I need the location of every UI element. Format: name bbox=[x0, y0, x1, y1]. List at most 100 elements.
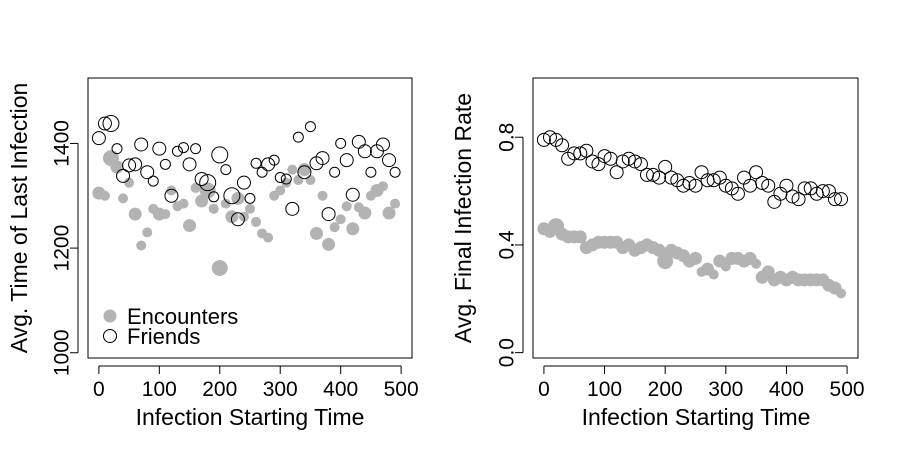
point-friends bbox=[220, 164, 232, 176]
point-friends bbox=[755, 176, 770, 190]
point-encounters bbox=[208, 203, 219, 214]
point-friends bbox=[555, 138, 570, 153]
point-encounters bbox=[166, 185, 177, 196]
point-encounters bbox=[293, 175, 304, 186]
point-friends bbox=[122, 158, 137, 173]
point-encounters bbox=[245, 203, 255, 214]
point-friends bbox=[682, 176, 697, 190]
point-friends bbox=[834, 192, 849, 207]
point-encounters bbox=[305, 175, 316, 186]
legend: Encounters Friends bbox=[103, 304, 238, 349]
plot-frame-right bbox=[532, 77, 859, 359]
x-axis-title-right: Infection Starting Time bbox=[582, 404, 811, 430]
point-encounters bbox=[708, 269, 719, 280]
point-encounters bbox=[190, 182, 201, 193]
point-friends bbox=[718, 178, 733, 193]
point-encounters bbox=[231, 191, 245, 205]
y-tick-label-right: 0.4 bbox=[496, 230, 519, 260]
point-encounters bbox=[160, 209, 171, 220]
point-friends bbox=[658, 159, 673, 174]
chart-left: 0 100 200 300 400 500 1000 1200 1400 Infection … bbox=[6, 77, 419, 430]
x-tick-label-left: 500 bbox=[384, 378, 419, 401]
point-encounters bbox=[390, 198, 401, 209]
y-axis-right: 0.0 0.4 0.8 bbox=[496, 123, 524, 367]
point-friends bbox=[230, 212, 245, 227]
point-encounters bbox=[281, 177, 292, 188]
x-tick-label-left: 0 bbox=[93, 378, 105, 401]
point-friends bbox=[140, 165, 155, 180]
point-friends bbox=[171, 145, 183, 157]
legend-marker-friends bbox=[103, 329, 117, 343]
point-friends bbox=[579, 143, 594, 158]
y-axis-title-right: Avg. Final Infection Rate bbox=[450, 93, 476, 343]
point-friends bbox=[91, 131, 106, 146]
x-tick-label-right: 400 bbox=[769, 378, 804, 401]
point-friends bbox=[646, 167, 661, 182]
y-axis-title-left: Avg. Time of Last Infection bbox=[6, 83, 32, 354]
point-friends bbox=[128, 157, 143, 172]
point-encounters bbox=[573, 230, 587, 244]
x-axis-right: 0 100 200 300 400 500 bbox=[538, 365, 865, 401]
y-tick-label-left: 1200 bbox=[51, 225, 74, 272]
points-left bbox=[91, 115, 401, 276]
point-friends bbox=[292, 131, 304, 143]
point-encounters bbox=[358, 206, 372, 220]
point-friends bbox=[597, 149, 612, 164]
legend-label-encounters: Encounters bbox=[127, 304, 238, 329]
legend-label-friends: Friends bbox=[127, 324, 200, 349]
point-encounters bbox=[335, 214, 346, 225]
point-friends bbox=[779, 178, 794, 193]
point-friends bbox=[345, 187, 360, 202]
point-friends bbox=[164, 188, 179, 203]
point-friends bbox=[542, 130, 557, 145]
point-friends bbox=[737, 170, 752, 185]
point-friends bbox=[280, 173, 292, 185]
point-friends bbox=[827, 192, 842, 207]
point-friends bbox=[785, 189, 800, 204]
point-friends bbox=[102, 115, 120, 133]
x-tick-label-right: 500 bbox=[830, 378, 865, 401]
point-friends bbox=[236, 175, 251, 190]
point-friends bbox=[375, 137, 390, 152]
points-right bbox=[536, 130, 849, 299]
point-encounters bbox=[124, 177, 135, 188]
point-friends bbox=[688, 178, 703, 193]
point-friends bbox=[382, 153, 397, 168]
point-encounters bbox=[329, 222, 340, 233]
point-friends bbox=[178, 142, 190, 154]
point-friends bbox=[627, 154, 642, 169]
point-encounters bbox=[322, 237, 336, 251]
point-friends bbox=[773, 186, 788, 201]
point-friends bbox=[621, 151, 636, 166]
point-encounters bbox=[317, 190, 328, 201]
point-friends bbox=[223, 187, 241, 205]
point-friends bbox=[147, 175, 159, 187]
point-friends bbox=[615, 154, 630, 169]
point-friends bbox=[815, 184, 830, 199]
point-friends bbox=[315, 151, 330, 166]
y-axis-left: 1000 1200 1400 bbox=[51, 120, 79, 376]
point-encounters bbox=[263, 232, 274, 243]
point-encounters bbox=[128, 207, 142, 221]
point-encounters bbox=[309, 226, 323, 240]
point-friends bbox=[285, 201, 300, 216]
point-friends bbox=[208, 191, 220, 203]
chart-right: 0 100 200 300 400 500 0.0 0.4 0.8 Infection Sta… bbox=[450, 77, 865, 430]
point-friends bbox=[111, 143, 123, 155]
point-friends bbox=[609, 165, 624, 180]
point-friends bbox=[297, 165, 312, 180]
point-friends bbox=[389, 166, 401, 178]
point-friends bbox=[274, 171, 286, 183]
point-encounters bbox=[118, 193, 129, 204]
point-friends bbox=[329, 166, 341, 178]
x-tick-label-right: 200 bbox=[648, 378, 683, 401]
x-tick-label-right: 300 bbox=[708, 378, 743, 401]
point-encounters bbox=[652, 243, 666, 257]
x-tick-label-right: 0 bbox=[538, 378, 550, 401]
point-encounters bbox=[657, 253, 674, 270]
point-friends bbox=[199, 174, 217, 192]
point-friends bbox=[730, 186, 745, 201]
x-axis-left: 0 100 200 300 400 500 bbox=[93, 365, 419, 401]
point-friends bbox=[761, 178, 776, 193]
point-encounters bbox=[836, 288, 847, 299]
